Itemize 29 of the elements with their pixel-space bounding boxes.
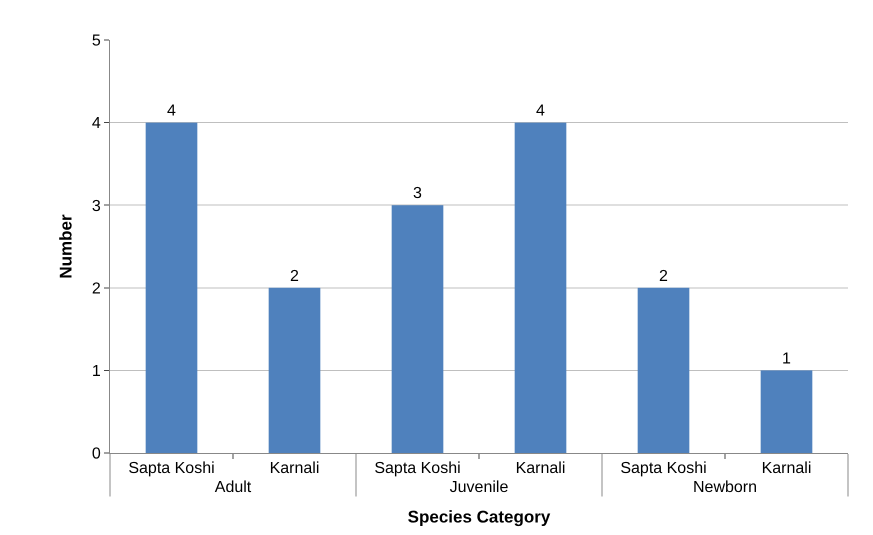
data-label: 2 — [290, 268, 299, 285]
bar — [638, 288, 690, 453]
x-tick-label: Karnali — [270, 460, 320, 478]
data-label: 4 — [167, 102, 176, 120]
y-tick-label: 0 — [92, 446, 101, 463]
text: Juvenile — [450, 479, 508, 496]
x-tick-label: Sapta Koshi — [374, 460, 461, 478]
y-tick-label: 1 — [92, 363, 101, 380]
y-tick-label: 5 — [92, 32, 101, 50]
x-tick-label: Karnali — [762, 460, 812, 478]
y-axis-title: Number — [56, 214, 76, 279]
data-label: 2 — [659, 268, 668, 285]
y-tick-label: 2 — [92, 280, 101, 298]
bar — [268, 288, 320, 453]
data-label: 3 — [413, 185, 422, 202]
data-label: 4 — [536, 102, 545, 120]
y-tick-label: 3 — [92, 198, 101, 215]
data-label: 1 — [782, 350, 791, 368]
y-tick-label: 4 — [92, 115, 101, 132]
x-tick-label: Karnali — [516, 460, 566, 478]
bar — [146, 122, 198, 453]
bar — [514, 122, 566, 453]
text: Adult — [214, 479, 252, 496]
x-tick-label: Sapta Koshi — [128, 460, 215, 478]
bar — [392, 205, 444, 453]
bar — [760, 370, 812, 453]
x-tick-label: Sapta Koshi — [620, 460, 707, 478]
text: Newborn — [692, 479, 758, 496]
x-axis-title: Species Category — [408, 508, 551, 527]
